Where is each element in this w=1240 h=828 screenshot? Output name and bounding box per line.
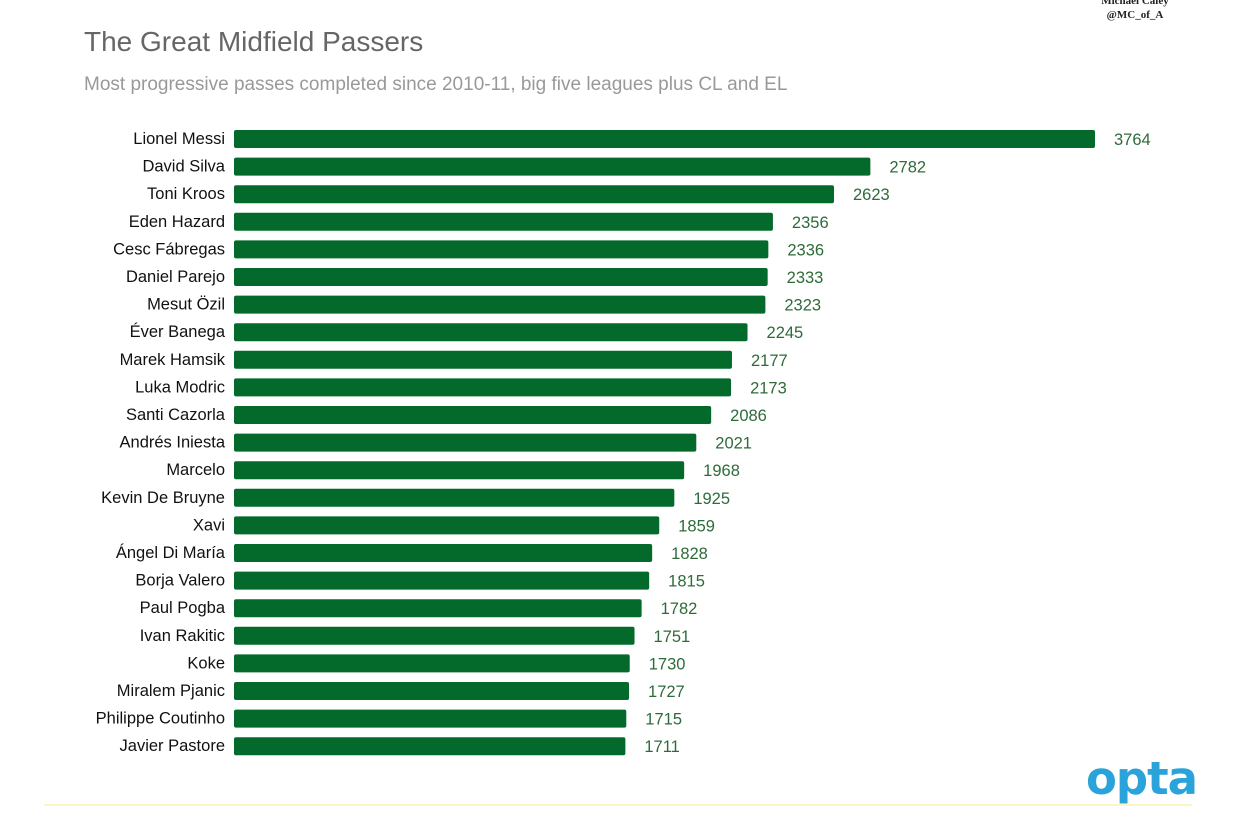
value-label: 1782 xyxy=(661,600,698,618)
value-label: 1815 xyxy=(668,573,705,591)
category-label: Miralem Pjanic xyxy=(117,682,225,700)
category-label: Kevin De Bruyne xyxy=(101,489,225,507)
category-label: Ivan Rakitic xyxy=(140,627,225,645)
category-label: Santi Cazorla xyxy=(126,406,226,424)
bar xyxy=(234,212,773,231)
value-label: 2021 xyxy=(715,435,752,453)
opta-logo: opta xyxy=(1086,752,1198,805)
value-label: 1730 xyxy=(649,655,686,673)
value-label: 2323 xyxy=(784,297,821,315)
value-label: 1751 xyxy=(654,628,691,646)
value-labels: 3764 2782 2623 2356 2336 2333 2323 2245 2177 2173… xyxy=(644,131,1150,756)
category-label: Paul Pogba xyxy=(140,599,226,617)
value-label: 2177 xyxy=(751,352,788,370)
bar xyxy=(234,268,768,286)
category-label: Luka Modric xyxy=(135,378,225,396)
category-label: Daniel Parejo xyxy=(126,268,225,286)
category-label: Mesut Özil xyxy=(147,296,225,314)
bar xyxy=(234,350,732,369)
value-label: 2086 xyxy=(730,407,767,425)
bar xyxy=(234,571,650,590)
bar xyxy=(234,185,835,204)
bar xyxy=(234,654,630,673)
category-label: Andrés Iniesta xyxy=(120,434,226,452)
category-label: Lionel Messi xyxy=(133,130,225,148)
category-label: Marek Hamsik xyxy=(120,351,226,369)
category-label: Javier Pastore xyxy=(120,737,225,755)
bar xyxy=(234,130,1095,148)
bar xyxy=(234,406,712,424)
value-label: 2173 xyxy=(750,379,787,397)
bars xyxy=(234,130,1095,756)
category-label: Éver Banega xyxy=(130,322,226,341)
category-label: Marcelo xyxy=(166,461,225,479)
value-label: 2356 xyxy=(792,214,829,232)
value-label: 2245 xyxy=(767,324,804,342)
bar xyxy=(234,682,630,700)
bar xyxy=(234,599,642,618)
bar xyxy=(234,544,653,562)
category-label: Philippe Coutinho xyxy=(96,710,225,728)
bar xyxy=(234,737,626,756)
value-label: 1715 xyxy=(645,711,682,729)
category-label: Cesc Fábregas xyxy=(113,240,225,258)
bar xyxy=(234,157,871,176)
bar xyxy=(234,461,685,480)
value-label: 1925 xyxy=(693,490,730,508)
bar xyxy=(234,433,697,452)
category-labels: Lionel Messi David Silva Toni Kroos Eden Ha… xyxy=(96,130,226,755)
credit-handle: @MC_of_A xyxy=(1106,9,1164,21)
chart-title: The Great Midfield Passers xyxy=(84,26,424,57)
value-label: 2336 xyxy=(787,241,824,259)
bar xyxy=(234,295,766,314)
bar xyxy=(234,378,732,397)
value-label: 1859 xyxy=(678,517,715,535)
bar xyxy=(234,240,769,259)
category-label: Borja Valero xyxy=(135,572,225,590)
category-label: Toni Kroos xyxy=(147,185,225,203)
bar xyxy=(234,488,675,507)
credit: Michael Caley @MC_of_A xyxy=(1060,0,1210,22)
credit-name: Michael Caley xyxy=(1101,0,1169,7)
bar xyxy=(234,709,627,728)
value-label: 2333 xyxy=(787,269,824,287)
footer-divider xyxy=(44,804,1192,806)
value-label: 1711 xyxy=(644,738,679,756)
category-label: David Silva xyxy=(142,158,225,176)
value-label: 1968 xyxy=(703,462,740,480)
value-label: 3764 xyxy=(1114,131,1151,149)
category-label: Koke xyxy=(187,654,225,672)
value-label: 1828 xyxy=(671,545,708,563)
bar xyxy=(234,323,748,342)
bar xyxy=(234,626,635,645)
chart-subtitle: Most progressive passes completed since … xyxy=(84,74,788,95)
bar xyxy=(234,516,660,535)
value-label: 2623 xyxy=(853,186,890,204)
value-label: 2782 xyxy=(889,159,926,177)
value-label: 1727 xyxy=(648,683,685,701)
category-label: Ángel Di María xyxy=(116,543,226,562)
category-label: Xavi xyxy=(193,516,225,534)
category-label: Eden Hazard xyxy=(129,213,225,231)
